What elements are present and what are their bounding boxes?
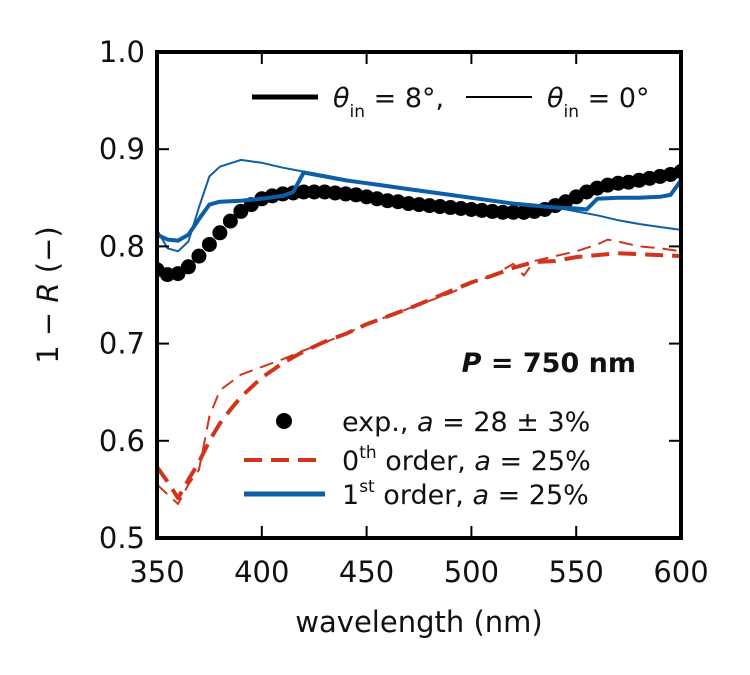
legend-exp-prefix: exp.,	[342, 407, 417, 438]
y-tick-label: 0.5	[99, 521, 145, 555]
x-tick-label: 400	[234, 555, 289, 589]
y-axis-label-unit: (−)	[31, 226, 65, 282]
data-point	[222, 213, 238, 229]
x-axis-label: wavelength (nm)	[295, 605, 542, 639]
x-tick-label: 550	[549, 555, 604, 589]
data-point	[505, 204, 521, 220]
data-point	[495, 204, 511, 220]
legend-order1-text: order,	[375, 480, 473, 511]
x-tick-label: 350	[129, 555, 184, 589]
legend-order1-number: 1	[342, 480, 359, 511]
legend-exp-marker	[276, 413, 292, 429]
y-tick-label: 0.7	[99, 327, 145, 361]
data-point	[201, 236, 217, 252]
axis-ticks: 350 400 450 500 550 600 0.5 0.6 0.7 0.8 0.9 1.0	[99, 35, 709, 589]
period-value: = 750 nm	[481, 348, 636, 379]
y-axis-label-prefix: 1 −	[31, 303, 65, 364]
period-annotation: P = 750 nm	[462, 348, 636, 379]
x-tick-label: 600	[653, 555, 708, 589]
order0-thick-line	[157, 251, 681, 501]
exp-marker-series	[157, 164, 681, 283]
y-tick-label: 0.9	[99, 132, 145, 166]
theta-subscript: in	[564, 102, 580, 122]
x-tick-label: 500	[444, 555, 499, 589]
legend-order0-label: 0th order, a = 25%	[342, 443, 591, 477]
data-point	[306, 184, 322, 200]
legend-exp-value: = 28 ± 3%	[434, 407, 591, 438]
legend-order0-text: order,	[377, 446, 475, 477]
legend-order0-number: 0	[342, 446, 359, 477]
period-symbol: P	[462, 348, 482, 379]
theta-symbol: θ	[333, 83, 350, 114]
x-tick-label: 450	[339, 555, 394, 589]
plot-frame	[155, 50, 683, 540]
legend-order1-value: = 25%	[489, 480, 589, 511]
angle-value: = 8°,	[365, 83, 444, 114]
order1-thin-line	[157, 158, 681, 253]
legend-order0-variable: a	[474, 446, 491, 477]
legend: exp., a = 28 ± 3% 0th order, a = 25% 1st…	[244, 407, 591, 511]
data-point	[212, 225, 228, 241]
legend-order1-superscript: st	[359, 477, 375, 497]
theta-symbol: θ	[547, 83, 564, 114]
data-point	[180, 259, 196, 275]
angle-legend-thick-label: θin = 8°,	[333, 83, 444, 122]
legend-exp-label: exp., a = 28 ± 3%	[342, 407, 590, 438]
data-point	[191, 248, 207, 264]
angle-legend-thin-label: θin = 0°	[547, 83, 650, 122]
legend-order1-label: 1st order, a = 25%	[342, 477, 589, 511]
legend-exp-variable: a	[417, 407, 434, 438]
legend-order0-superscript: th	[359, 443, 376, 463]
y-tick-label: 1.0	[99, 35, 145, 69]
data-point	[296, 184, 312, 200]
angle-legend: θin = 8°, θin = 0°	[252, 83, 650, 122]
y-axis-label-variable: R	[31, 282, 65, 302]
y-tick-label: 0.6	[99, 424, 145, 458]
theta-subscript: in	[350, 102, 366, 122]
plot-area	[157, 158, 681, 505]
legend-order0-value: = 25%	[491, 446, 591, 477]
y-axis-label: 1 − R (−)	[31, 226, 65, 364]
y-tick-label: 0.8	[99, 229, 145, 263]
angle-value: = 0°	[579, 83, 649, 114]
legend-order1-variable: a	[472, 480, 489, 511]
